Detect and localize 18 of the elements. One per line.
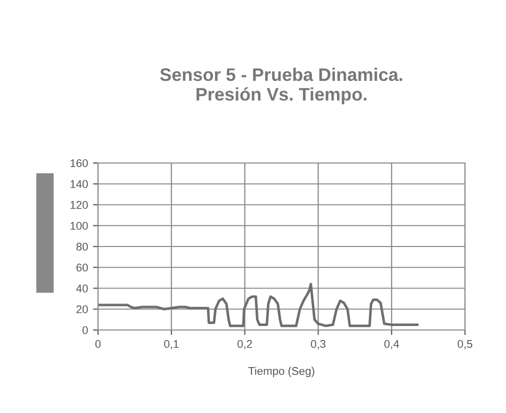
x-tick-label: 0,4 [384,340,399,350]
x-tick-label: 0,2 [238,340,252,350]
y-tick-label: 120 [70,201,88,209]
x-axis-title: Tiempo (Seg) [248,366,314,378]
y-tick-label: 160 [70,159,88,168]
y-tick-label: 60 [76,264,88,272]
x-tick-label: 0,3 [310,340,326,350]
x-tick-label: 0,5 [458,340,472,350]
x-tick-label: 0,1 [164,340,179,350]
y-tick-label: 80 [76,242,88,251]
x-tick-label: 0 [95,340,101,348]
y-tick-label: 40 [76,284,88,292]
chart-title: Sensor 5 - Prueba Dinamica. Presión Vs. Tiempo. [160,68,402,104]
y-tick-label: 20 [76,305,88,314]
y-tick-label: 140 [70,180,88,188]
y-tick-label: 0 [82,326,88,334]
line-series [98,282,419,328]
y-tick-label: 100 [70,222,88,230]
